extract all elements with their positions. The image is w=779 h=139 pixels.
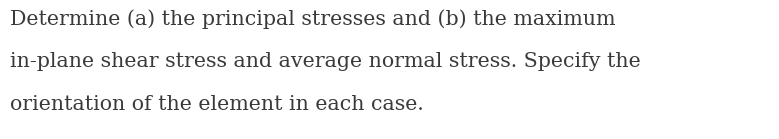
Text: in-plane shear stress and average normal stress. Specify the: in-plane shear stress and average normal… — [10, 52, 641, 71]
Text: orientation of the element in each case.: orientation of the element in each case. — [10, 95, 424, 114]
Text: Determine (a) the principal stresses and (b) the maximum: Determine (a) the principal stresses and… — [10, 10, 615, 29]
